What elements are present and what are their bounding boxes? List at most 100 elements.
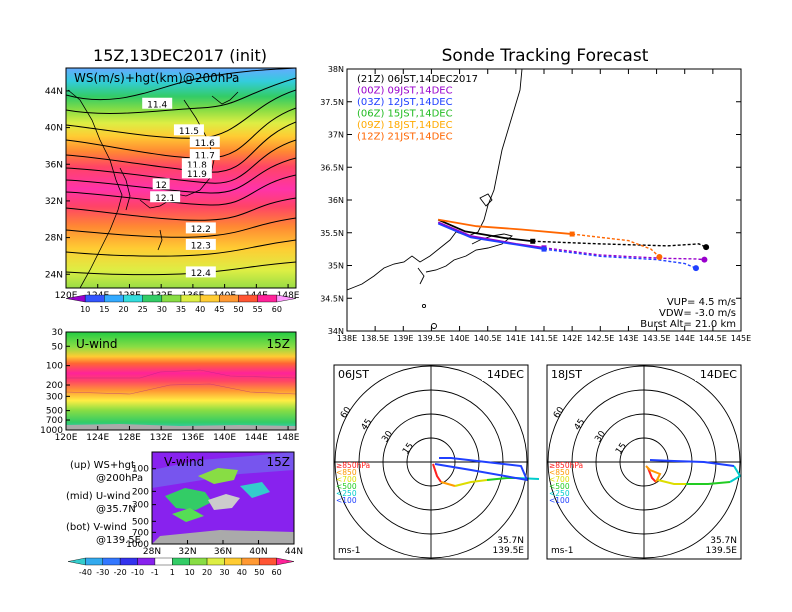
tracking-legend-item: (12Z) 21JST,14DEC [357,132,453,143]
hodograph-ring-label: 15 [401,441,416,456]
ws-contour-label: 11.5 [179,127,199,137]
hodograph-level-legend: <500 [549,482,570,491]
hodograph-trace-segment [432,463,442,483]
u-x-tick-label: 144E [245,433,268,443]
hodograph-trace-segment [645,465,662,483]
hodograph-level-legend: ≥850hPa [549,461,583,470]
hodograph-level-legend: <850 [336,468,357,477]
hodograph-level-legend: <100 [336,496,357,505]
hodograph-label-box [548,366,590,381]
hodograph-trace-segment [729,465,742,483]
hodograph-lon: 139.5E [493,546,525,556]
ws-contour-label-box [185,222,216,234]
ws-contour-label: 11.4 [147,100,167,110]
hodograph-rings [334,365,528,559]
hodograph-date-label: 14DEC [700,368,737,381]
u-x-tick-label: 136E [181,433,204,443]
u-x-tick-label: 124E [86,433,109,443]
ws-colorbar-label: 40 [195,305,205,314]
ws-colorbar-label: 30 [157,305,167,314]
legend-up: (up) WS+hgt [70,460,135,471]
ws-contour-label-box [185,266,216,278]
hodograph-time-label: 18JST [551,368,582,381]
hodograph-date-label: 14DEC [487,368,524,381]
ws-contour-label-box [185,238,216,250]
ws-colorbar-label: 45 [214,305,224,314]
ws-colorbar-swatch [238,294,258,303]
u-x-tick-label: 140E [213,433,236,443]
track-burst-marker [530,238,536,244]
v-colorbar-swatch [276,557,295,566]
hodograph-ring-label: 30 [380,429,395,444]
ws-colorbar-label: 25 [138,305,148,314]
v-x-tick-label: 28N [143,547,161,557]
ws-contour-label-box [142,97,173,109]
ws-y-tick-label: 36N [45,160,63,170]
ws-contour-label-box [189,149,220,161]
tracking-legend-item: (00Z) 09JST,14DEC [357,86,453,97]
trk-x-tick-label: 142.5E [586,334,614,343]
hodograph-trace-segment [434,457,529,482]
ws-field [66,68,296,288]
ws-colorbar-swatch [142,294,163,303]
hodograph-level-legend: ≥850hPa [336,461,370,470]
ws-x-tick-label: 148E [277,291,300,301]
v-colorbar-label: 40 [237,568,247,577]
v-y-tick-label: 100 [132,465,149,475]
hodograph-frame [546,364,742,560]
trk-x-tick-label: 140.5E [474,334,502,343]
trk-y-tick-label: 36.5N [320,163,344,172]
ws-colorbar-swatch [257,294,278,303]
v-colorbar-swatch [119,557,138,566]
v-colorbar-swatch [137,557,156,566]
u-x-tick-label: 120E [55,433,78,443]
ws-contour-label-box [152,178,170,190]
track-line-ascent [437,218,533,243]
v-y-tick-label: 200 [132,487,149,497]
v-colorbar-label: 50 [254,568,264,577]
v-colorbar-swatch [206,557,225,566]
hodograph-lon: 139.5E [706,546,738,556]
hodograph-trace-segment [686,481,731,485]
v-wind-x-ticks: 28N 32N 36N 40N 44N [143,540,303,557]
u-y-tick-label: 300 [46,392,63,402]
u-wind-frame [65,331,297,431]
ws-contour-labels: 11.4 11.5 11.6 11.711.811.9 12 12.1 12.2 12.3 12… [142,97,220,279]
v-colorbar-swatch [85,557,103,566]
hodograph-label-box [335,366,377,381]
ws-colorbar-swatch [219,294,239,303]
u-y-tick-label: 500 [46,407,63,417]
trk-y-tick-label: 37N [328,131,344,140]
v-colorbar-label: 20 [202,568,212,577]
trk-x-tick-label: 144.5E [699,334,727,343]
u-x-tick-label: 132E [150,433,173,443]
hodograph-date-box [482,366,527,381]
tracking-legend-item: (21Z) 06JST,14DEC2017 [357,74,478,85]
v-colorbar-swatch [172,557,190,566]
hodograph-unit: ms-1 [338,546,360,556]
trk-x-tick-label: 138.5E [361,334,389,343]
u-wind-field [66,332,296,430]
ws-colorbar-label: 55 [253,305,263,314]
track-landing-marker [703,244,710,251]
trk-x-tick-label: 143E [618,334,638,343]
tracking-title: Sonde Tracking Forecast [442,46,649,66]
ws-colorbar-swatch [104,294,124,303]
ws-panel: 15Z,13DEC2017 (init) 11.411.511.611.711.… [45,46,300,314]
legend-up-level: @200hPa [96,473,143,484]
ws-colorbar-swatch [84,294,105,303]
tracking-series [437,218,710,272]
u-wind-terrain [66,424,296,430]
track-line-ascent [437,221,545,249]
track-line-descent [543,248,697,269]
u-wind-x-ticks: 120E 124E 128E 132E 136E 140E 144E 148E [55,426,300,443]
v-colorbar-label: -30 [96,568,109,577]
tracking-legend: (21Z) 06JST,14DEC2017(00Z) 09JST,14DEC(0… [357,74,478,143]
hodograph-level-legend: <700 [549,475,570,484]
trk-x-tick-label: 145E [731,334,751,343]
